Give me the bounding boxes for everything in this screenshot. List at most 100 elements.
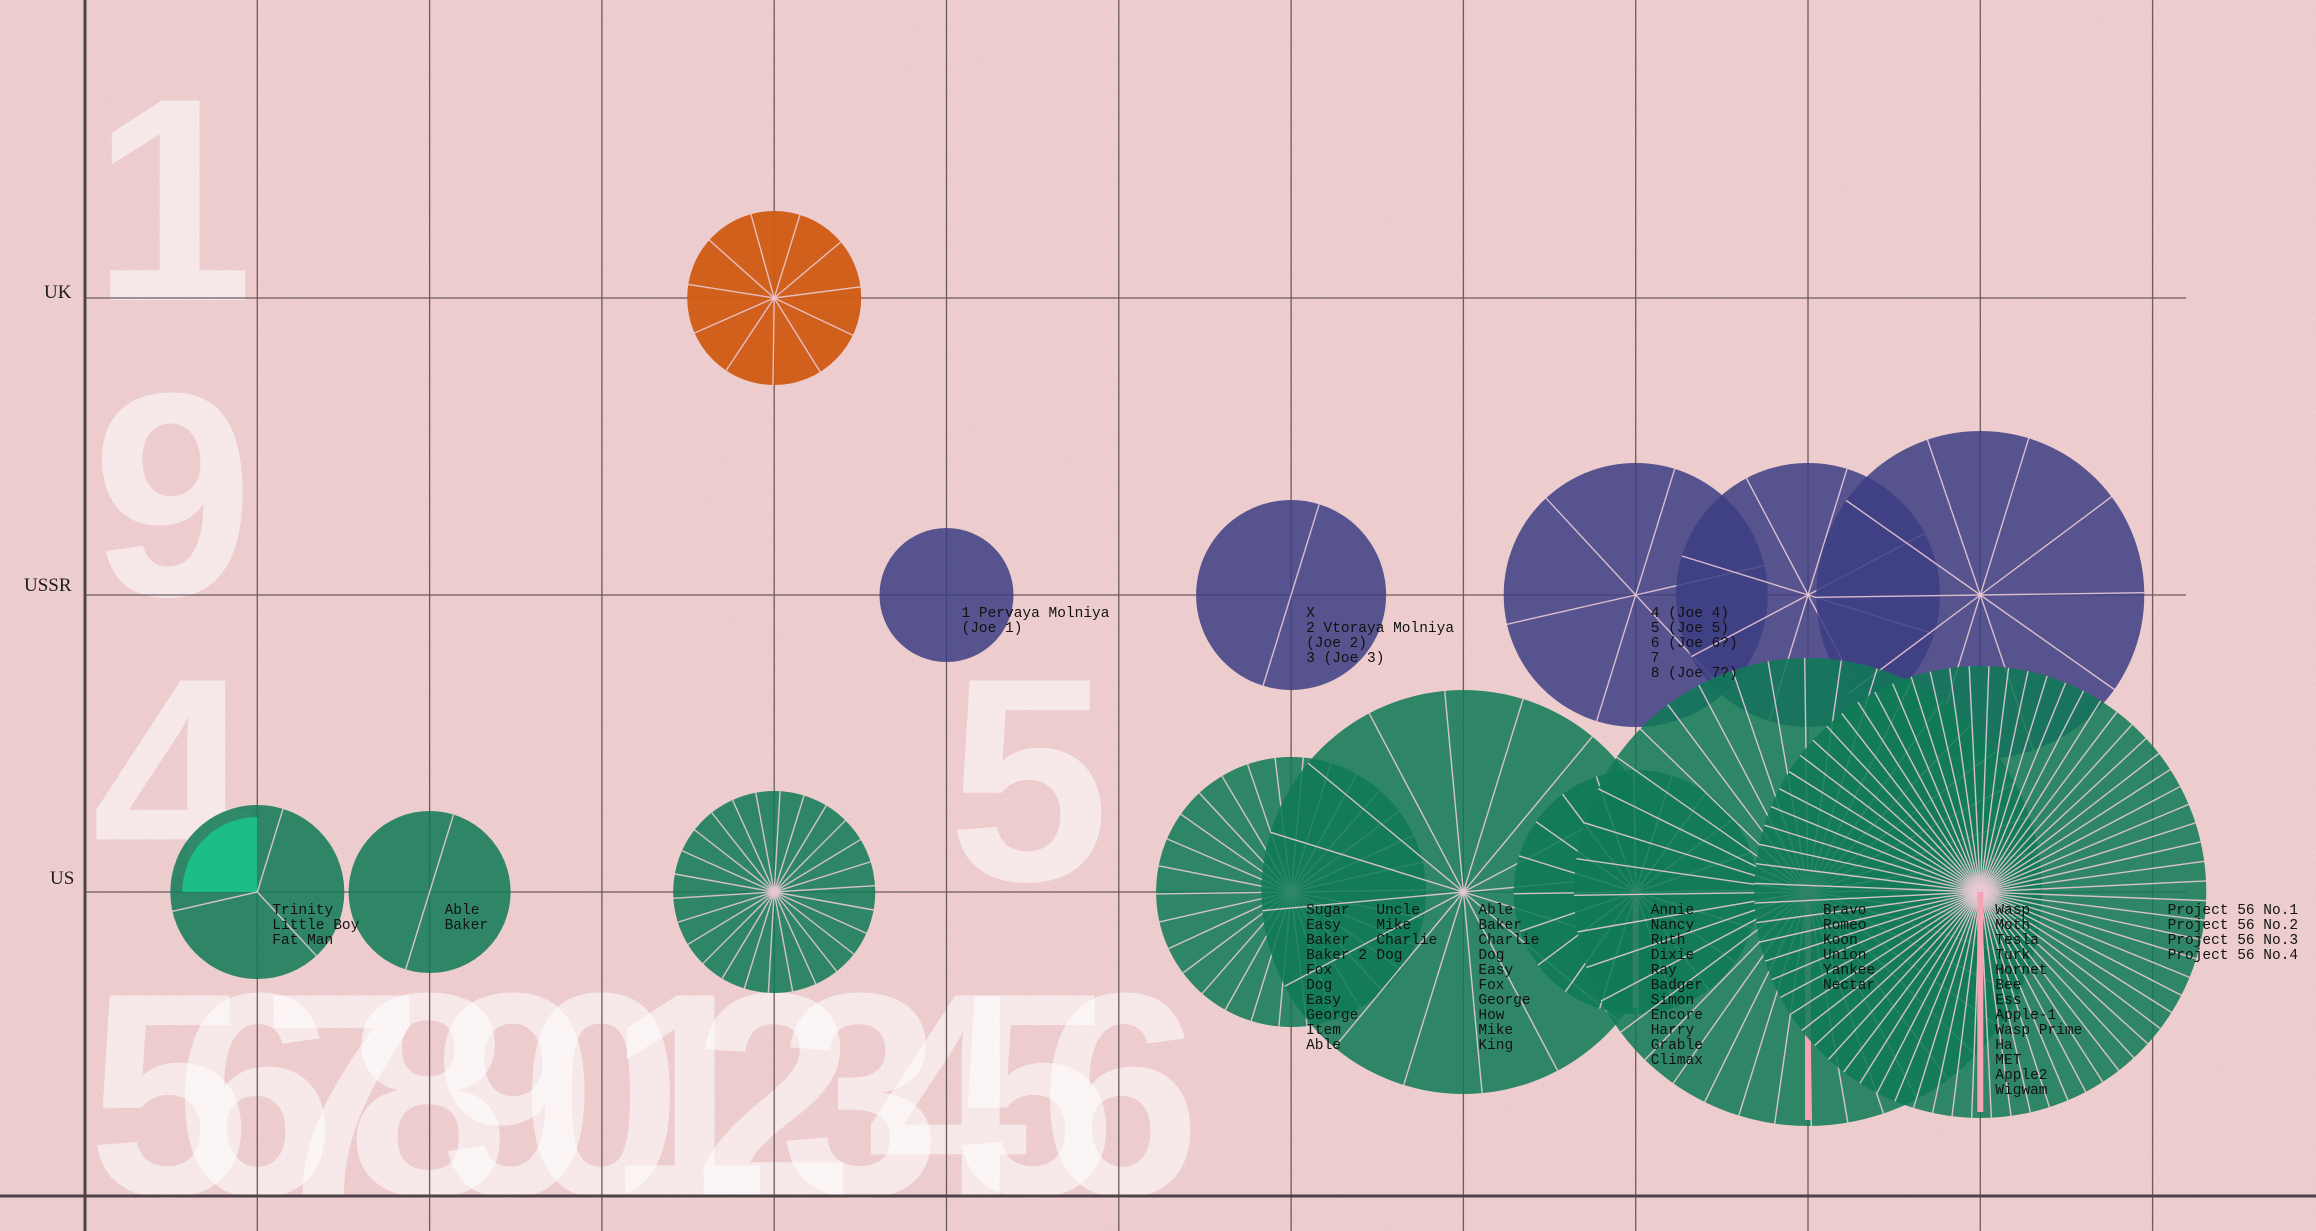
bubble-spoke: [1980, 822, 2196, 893]
bubble-spoke: [773, 297, 821, 373]
bubble-spoke: [1979, 891, 2087, 1093]
year-digit: 0: [521, 933, 682, 1231]
bubble-spoke: [681, 850, 775, 893]
bubble-spoke: [773, 241, 842, 299]
test-label: Wasp Prime: [1995, 1023, 2082, 1039]
test-label: Wasp: [1995, 903, 2030, 919]
test-label: Project 56 No.2: [2168, 918, 2299, 934]
bubble-spoke: [1690, 594, 1809, 658]
bubble-spoke: [1596, 594, 1637, 722]
bubble-spoke: [1980, 860, 2205, 893]
test-label: Sugar: [1306, 903, 1350, 919]
bubble-spoke: [1816, 594, 1981, 599]
test-label: 3 (Joe 3): [1306, 651, 1384, 667]
bubble-spoke: [1284, 891, 1464, 987]
bubble-spoke: [1948, 668, 1981, 893]
test-label: Moth: [1995, 918, 2030, 934]
bubble-spoke: [1979, 700, 2102, 893]
bubble-spoke: [1968, 666, 1981, 893]
test-label: Climax: [1651, 1053, 1704, 1069]
row-label-us: US: [50, 868, 74, 889]
test-label: (Joe 1): [962, 621, 1023, 637]
bubble-us-1945: [170, 805, 345, 979]
test-label: Charlie: [1478, 933, 1539, 949]
bubbles: [170, 211, 2207, 1126]
bubble-uk-1948: [687, 211, 862, 386]
bubble-spoke: [1876, 891, 1981, 1094]
bubble-spoke: [1979, 891, 2182, 996]
bubble-spoke: [1979, 711, 2118, 893]
test-label: Dog: [1376, 948, 1402, 964]
bubble-spoke: [1979, 891, 2012, 1116]
test-label: Fat Man: [272, 933, 333, 949]
bubble-spoke: [1270, 831, 1464, 893]
bubble-spoke: [773, 297, 854, 336]
bubble-spoke: [1759, 843, 1981, 893]
bubble-spoke: [1262, 891, 1464, 912]
bubble-spoke: [687, 891, 775, 946]
bubble-spoke: [694, 297, 775, 334]
bubble-spoke: [1979, 891, 2069, 1101]
test-label: 8 (Joe 7?): [1651, 666, 1738, 682]
bubble-spoke: [1979, 785, 2181, 893]
bubble-spoke: [708, 239, 775, 299]
bubble-spoke: [773, 891, 855, 955]
test-label: Project 56 No.3: [2168, 933, 2299, 949]
bubble-spoke: [1799, 754, 1981, 893]
test-label: Baker 2: [1306, 948, 1367, 964]
row-labels: UK USSR US: [24, 282, 74, 889]
bubble-spoke: [1979, 690, 2085, 893]
test-label: Able: [445, 903, 480, 919]
test-label: Ruth: [1651, 933, 1686, 949]
bubble-spoke: [773, 819, 846, 893]
bubble-spoke: [1812, 739, 1981, 893]
bubble-spoke: [1635, 468, 1676, 596]
bubble-spoke: [677, 891, 775, 923]
bubble-spoke: [773, 795, 805, 893]
test-label: Trinity: [272, 903, 333, 919]
test-label: (Joe 2): [1306, 636, 1367, 652]
test-label: MET: [1995, 1053, 2021, 1069]
bubble-spoke: [773, 214, 801, 299]
bubble-spoke: [1771, 891, 1981, 981]
year-digit: 5: [953, 933, 1114, 1231]
bubble-spoke: [1444, 690, 1465, 893]
test-label: Apple2: [1995, 1068, 2047, 1084]
test-label: Dixie: [1651, 948, 1695, 964]
bubble-spoke: [1980, 891, 2190, 978]
bubble-spoke: [1843, 891, 1981, 1073]
test-label: Easy: [1306, 918, 1341, 934]
bubble-spoke: [1462, 736, 1593, 893]
bubble-spoke: [1979, 891, 2135, 1059]
bubble-spoke: [1979, 724, 2133, 893]
bubble-spoke: [773, 891, 817, 985]
bubble-spoke: [1857, 701, 1981, 893]
bubble-spoke: [1814, 891, 1981, 1047]
bubble-spoke: [1745, 477, 1809, 596]
year-digit: 1: [92, 38, 253, 362]
bubble-spoke: [1979, 667, 2010, 893]
bubble-spoke: [1979, 737, 2147, 893]
year-digit: 8: [348, 933, 509, 1231]
bubble-spoke: [673, 891, 775, 900]
bubble-spoke: [1979, 768, 2171, 893]
bubble-spoke: [1979, 891, 2149, 1045]
bubble-spoke: [674, 873, 775, 893]
bubble-spoke: [721, 891, 775, 979]
bubble-spoke: [1979, 891, 2032, 1113]
test-label: X: [1306, 606, 1315, 622]
bubble-spoke: [1801, 891, 1981, 1032]
test-label: Item: [1306, 1023, 1341, 1039]
bubble-spoke: [1980, 880, 2207, 893]
bubble-disc: [879, 528, 1014, 662]
bubble-spoke: [1951, 891, 1981, 1117]
test-label: 2 Vtoraya Molniya: [1306, 621, 1454, 637]
bubble-spoke: [1926, 439, 1981, 596]
test-label: Fox: [1478, 978, 1504, 994]
test-label: Tesla: [1995, 933, 2039, 949]
test-label: Mike: [1376, 918, 1411, 934]
test-label: Ray: [1651, 963, 1677, 979]
test-label: Badger: [1651, 978, 1703, 994]
